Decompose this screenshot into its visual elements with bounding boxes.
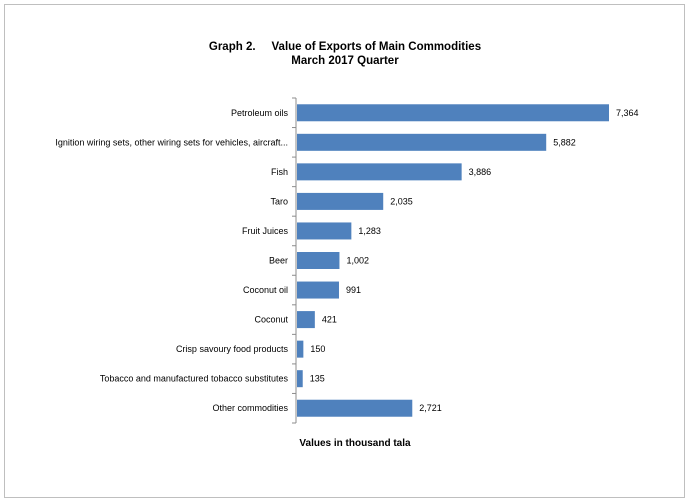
category-label: Other commodities (212, 403, 288, 413)
value-label: 5,882 (553, 137, 576, 147)
bar (297, 340, 304, 358)
category-label: Fruit Juices (242, 226, 289, 236)
category-label: Taro (270, 196, 288, 206)
chart-title: Graph 2. Value of Exports of Main Commod… (208, 41, 482, 53)
bar (297, 311, 315, 329)
value-label: 7,364 (616, 108, 639, 118)
value-label: 3,886 (469, 167, 492, 177)
value-label: 2,721 (419, 403, 442, 413)
category-label: Fish (271, 167, 288, 177)
value-label: 1,002 (346, 256, 369, 266)
value-label: 2,035 (390, 196, 413, 206)
bar (297, 133, 547, 151)
value-label: 135 (310, 374, 325, 384)
category-label: Coconut (254, 315, 288, 325)
category-label: Coconut oil (243, 285, 288, 295)
x-axis-label: Values in thousand tala (299, 438, 411, 449)
y-ticks-layer (292, 97, 296, 424)
bar (297, 222, 352, 240)
category-label: Crisp savoury food products (176, 344, 289, 354)
value-label: 991 (346, 285, 361, 295)
bars-layer (297, 104, 609, 417)
value-label: 150 (310, 344, 325, 354)
chart-subtitle: March 2017 Quarter (291, 55, 399, 67)
bar (297, 104, 609, 122)
category-label: Tobacco and manufactured tobacco substit… (100, 374, 289, 384)
bar (297, 281, 339, 299)
category-label: Beer (269, 256, 288, 266)
value-label: 421 (322, 315, 337, 325)
category-label: Ignition wiring sets, other wiring sets … (55, 137, 288, 147)
category-labels-layer: Petroleum oils Ignition wiring sets, othe… (55, 108, 288, 413)
bar (297, 252, 340, 269)
bar (297, 163, 462, 181)
bar (297, 192, 384, 210)
value-labels-layer: 7,364 5,882 3,886 2,035 1,283 1,002 991 421 150 1… (310, 108, 639, 413)
bar (297, 370, 303, 388)
value-label: 1,283 (358, 226, 381, 236)
bar (297, 399, 413, 417)
category-label: Petroleum oils (231, 108, 289, 118)
